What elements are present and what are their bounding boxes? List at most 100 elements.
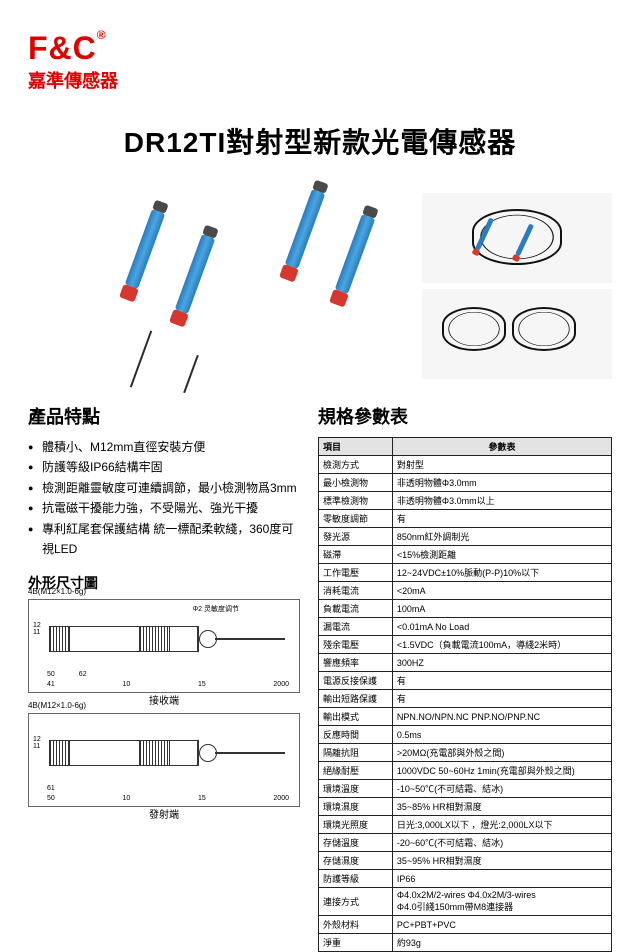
spec-cell-key: 防護等級 <box>319 870 393 888</box>
hero-thumbnails <box>422 179 612 379</box>
spec-cell-key: 連接方式 <box>319 888 393 916</box>
spec-row: 反應時間0.5ms <box>319 726 612 744</box>
spec-cell-value: 日光:3,000LX以下 ，燈光:2,000LX以下 <box>392 816 611 834</box>
spec-cell-value: 約93g <box>392 934 611 952</box>
spec-row: 發光源850nm紅外調制光 <box>319 528 612 546</box>
spec-cell-key: 檢測方式 <box>319 456 393 474</box>
spec-cell-value: 對射型 <box>392 456 611 474</box>
spec-cell-key: 輸出短路保護 <box>319 690 393 708</box>
spec-heading: 規格參數表 <box>318 403 612 429</box>
spec-row: 輸出短路保護有 <box>319 690 612 708</box>
spec-cell-key: 負載電流 <box>319 600 393 618</box>
spec-cell-value: 300HZ <box>392 654 611 672</box>
spec-cell-key: 環境溫度 <box>319 780 393 798</box>
spec-row: 負載電流100mA <box>319 600 612 618</box>
spec-row: 淨重約93g <box>319 934 612 952</box>
spec-cell-value: Φ4.0x2M/2-wires Φ4.0x2M/3-wires Φ4.0引綫15… <box>392 888 611 916</box>
spec-row: 環境光照度日光:3,000LX以下 ，燈光:2,000LX以下 <box>319 816 612 834</box>
features-list: 體積小、M12mm直徑安裝方便 防護等級IP66結構牢固 檢測距離靈敏度可連續調… <box>28 437 300 559</box>
spec-cell-key: 電源反接保護 <box>319 672 393 690</box>
spec-cell-key: 隔離抗阻 <box>319 744 393 762</box>
dimension-drawing-receiver: 4B(M12×1.0-6g) Φ2 灵敏度调节 1211 41 10 15 20… <box>28 599 300 693</box>
spec-cell-key: 消耗電流 <box>319 582 393 600</box>
dim-thread: 4B(M12×1.0-6g) <box>28 587 86 596</box>
feature-item: 抗電磁干擾能力強，不受陽光、強光干擾 <box>28 498 300 518</box>
spec-cell-key: 工作電壓 <box>319 564 393 582</box>
spec-row: 絕緣耐壓1000VDC 50~60Hz 1min(充電部與外殼之間) <box>319 762 612 780</box>
spec-cell-value: <0.01mA No Load <box>392 618 611 636</box>
spec-cell-key: 環境光照度 <box>319 816 393 834</box>
spec-cell-value: 0.5ms <box>392 726 611 744</box>
spec-cell-value: NPN.NO/NPN.NC PNP.NO/PNP.NC <box>392 708 611 726</box>
brand-subtitle: 嘉準傳感器 <box>28 67 612 93</box>
spec-row: 電源反接保護有 <box>319 672 612 690</box>
spec-cell-value: 850nm紅外調制光 <box>392 528 611 546</box>
spec-table: 項目 參數表 檢測方式對射型最小檢測物非透明物體Φ3.0mm標準檢測物非透明物體… <box>318 437 612 952</box>
spec-row: 殘余電壓<1.5VDC（負載電流100mA，導綫2米時） <box>319 636 612 654</box>
spec-row: 外殼材料PC+PBT+PVC <box>319 916 612 934</box>
spec-cell-key: 存儲濕度 <box>319 852 393 870</box>
brand: F&C® 嘉準傳感器 <box>28 30 612 93</box>
spec-cell-value: -20~60℃(不可結霜、結冰) <box>392 834 611 852</box>
dim-side-label: 發射端 <box>149 806 179 821</box>
brand-logo: F&C <box>28 30 97 66</box>
spec-cell-value: 100mA <box>392 600 611 618</box>
dimension-drawing-emitter: 4B(M12×1.0-6g) 1211 50 10 15 2000 61 發射端 <box>28 713 300 807</box>
spec-row: 零敏度調節有 <box>319 510 612 528</box>
spec-cell-key: 最小檢測物 <box>319 474 393 492</box>
feature-item: 防護等級IP66結構牢固 <box>28 457 300 477</box>
page-title: DR12TI對射型新款光電傳感器 <box>28 121 612 161</box>
spec-cell-value: >20MΩ(充電部與外殼之間) <box>392 744 611 762</box>
spec-row: 防護等級IP66 <box>319 870 612 888</box>
feature-item: 體積小、M12mm直徑安裝方便 <box>28 437 300 457</box>
spec-row: 磁滯<15%檢測距離 <box>319 546 612 564</box>
spec-row: 存儲濕度35~95% HR相對濕度 <box>319 852 612 870</box>
spec-col-value: 參數表 <box>392 438 611 456</box>
spec-cell-key: 殘余電壓 <box>319 636 393 654</box>
spec-cell-key: 發光源 <box>319 528 393 546</box>
spec-row: 響應頻率300HZ <box>319 654 612 672</box>
spec-cell-value: 12~24VDC±10%脈動(P-P)10%以下 <box>392 564 611 582</box>
spec-cell-value: <20mA <box>392 582 611 600</box>
spec-cell-value: 35~95% HR相對濕度 <box>392 852 611 870</box>
spec-cell-value: 有 <box>392 690 611 708</box>
spec-cell-key: 響應頻率 <box>319 654 393 672</box>
hero-section <box>28 179 612 379</box>
spec-cell-key: 輸出模式 <box>319 708 393 726</box>
hero-main-image <box>28 179 414 379</box>
spec-cell-key: 環境濕度 <box>319 798 393 816</box>
features-heading: 產品特點 <box>28 403 300 429</box>
spec-cell-value: 1000VDC 50~60Hz 1min(充電部與外殼之間) <box>392 762 611 780</box>
spec-row: 連接方式Φ4.0x2M/2-wires Φ4.0x2M/3-wires Φ4.0… <box>319 888 612 916</box>
spec-cell-value: 有 <box>392 672 611 690</box>
spec-cell-value: IP66 <box>392 870 611 888</box>
spec-row: 環境濕度35~85% HR相對濕度 <box>319 798 612 816</box>
spec-row: 最小檢測物非透明物體Φ3.0mm <box>319 474 612 492</box>
spec-cell-value: 非透明物體Φ3.0mm <box>392 474 611 492</box>
spec-cell-value: -10~50℃(不可結霜、結冰) <box>392 780 611 798</box>
spec-cell-value: PC+PBT+PVC <box>392 916 611 934</box>
spec-cell-key: 外殼材料 <box>319 916 393 934</box>
brand-reg: ® <box>97 28 107 42</box>
spec-cell-key: 存儲溫度 <box>319 834 393 852</box>
spec-cell-key: 反應時間 <box>319 726 393 744</box>
spec-row: 隔離抗阻>20MΩ(充電部與外殼之間) <box>319 744 612 762</box>
spec-cell-key: 淨重 <box>319 934 393 952</box>
spec-row: 存儲溫度-20~60℃(不可結霜、結冰) <box>319 834 612 852</box>
dim-adjust-note: Φ2 灵敏度调节 <box>193 604 239 614</box>
feature-item: 檢測距離靈敏度可連續調節，最小檢測物爲3mm <box>28 478 300 498</box>
dim-thread: 4B(M12×1.0-6g) <box>28 701 86 710</box>
spec-cell-key: 漏電流 <box>319 618 393 636</box>
spec-cell-value: <15%檢測距離 <box>392 546 611 564</box>
spec-row: 環境溫度-10~50℃(不可結霜、結冰) <box>319 780 612 798</box>
feature-item: 專利紅尾套保護結構 統一標配柔軟綫，360度可視LED <box>28 519 300 560</box>
brand-mark: F&C® <box>28 30 612 67</box>
spec-row: 工作電壓12~24VDC±10%脈動(P-P)10%以下 <box>319 564 612 582</box>
spec-row: 檢測方式對射型 <box>319 456 612 474</box>
hero-thumb-2 <box>422 289 612 379</box>
spec-col-item: 項目 <box>319 438 393 456</box>
spec-cell-value: 非透明物體Φ3.0mm以上 <box>392 492 611 510</box>
dim-side-label: 接收端 <box>149 692 179 707</box>
spec-row: 消耗電流<20mA <box>319 582 612 600</box>
spec-row: 輸出模式NPN.NO/NPN.NC PNP.NO/PNP.NC <box>319 708 612 726</box>
